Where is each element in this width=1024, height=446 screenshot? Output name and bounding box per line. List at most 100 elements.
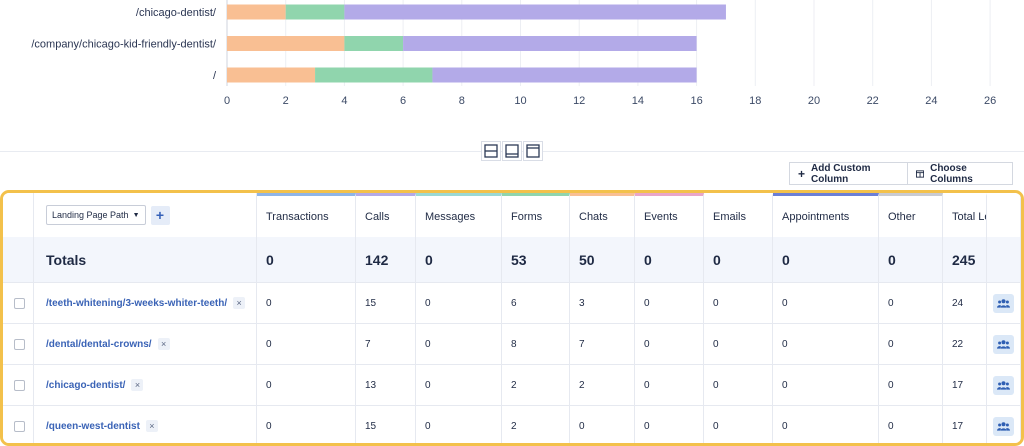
row-path-cell: /chicago-dentist/ × xyxy=(34,365,257,405)
add-dimension-button[interactable]: + xyxy=(150,205,170,225)
view-leads-button[interactable] xyxy=(993,375,1014,395)
x-tick-label: 18 xyxy=(749,95,761,107)
totals-cell: 50 xyxy=(570,237,635,282)
row-checkbox[interactable] xyxy=(14,297,25,309)
people-icon xyxy=(997,339,1010,349)
remove-filter-icon[interactable]: × xyxy=(233,297,246,309)
table-row: /dental/dental-crowns/× 0 7 0 8 7 0 0 0 0 22 xyxy=(3,323,1021,364)
bar-segment xyxy=(227,4,286,20)
row-value-cell: 17 xyxy=(943,406,987,443)
row-value-cell: 7 xyxy=(570,324,635,364)
totals-checkbox-cell xyxy=(3,237,34,282)
actions-header-cell xyxy=(987,193,1021,237)
row-path-link[interactable]: /queen-west-dentist xyxy=(46,420,140,432)
row-path-cell: /queen-west-dentist × xyxy=(34,406,257,443)
dimension-select[interactable]: Landing Page Path ▼ xyxy=(46,205,146,225)
row-path-cell: /teeth-whitening/3-weeks-whiter-teeth/ × xyxy=(34,283,257,323)
row-value-cell: 0 xyxy=(416,365,502,405)
row-value-cell: 7 xyxy=(356,324,416,364)
x-tick-label: 14 xyxy=(632,95,644,107)
view-leads-button[interactable] xyxy=(993,293,1014,313)
bar-segment xyxy=(227,36,345,51)
report-table-frame: Landing Page Path ▼ + Transactions Calls… xyxy=(0,190,1024,446)
column-header-emails[interactable]: Emails xyxy=(704,193,773,237)
view-leads-button[interactable] xyxy=(993,416,1014,436)
column-header-chats[interactable]: Chats xyxy=(570,193,635,237)
totals-label: Totals xyxy=(46,251,87,268)
row-value-cell: 0 xyxy=(773,324,879,364)
column-header-transactions[interactable]: Transactions xyxy=(257,193,356,237)
row-value-cell: 15 xyxy=(356,406,416,443)
totals-cell: 0 xyxy=(704,237,773,282)
row-value-cell: 2 xyxy=(502,406,570,443)
remove-filter-icon[interactable]: × xyxy=(131,379,144,391)
column-header-appointments[interactable]: Appointments xyxy=(773,193,879,237)
people-icon xyxy=(997,298,1010,308)
bar-segment xyxy=(432,67,697,83)
row-value-cell: 15 xyxy=(356,283,416,323)
row-path-cell: /dental/dental-crowns/ × xyxy=(34,324,257,364)
bar-segment xyxy=(285,4,345,20)
report-table: Landing Page Path ▼ + Transactions Calls… xyxy=(3,193,1021,443)
totals-cell: 0 xyxy=(257,237,356,282)
row-value-cell: 13 xyxy=(356,365,416,405)
totals-cell: 53 xyxy=(502,237,570,282)
chart-canvas: /chicago-dentist/ /company/chicago-kid-fr… xyxy=(31,0,996,107)
column-header-label: Calls xyxy=(365,210,390,223)
x-tick-label: 4 xyxy=(341,95,347,107)
column-header-other[interactable]: Other xyxy=(879,193,943,237)
view-leads-button[interactable] xyxy=(993,334,1014,354)
row-value-cell: 0 xyxy=(879,283,943,323)
column-header-label: Forms xyxy=(511,210,543,223)
row-value-cell: 2 xyxy=(502,365,570,405)
table-row: /chicago-dentist/× 0 13 0 2 2 0 0 0 0 17 xyxy=(3,364,1021,405)
totals-row: Totals 0 142 0 53 50 0 0 0 0 245 xyxy=(3,237,1021,282)
row-path-link[interactable]: /teeth-whitening/3-weeks-whiter-teeth/ xyxy=(46,297,228,309)
row-checkbox[interactable] xyxy=(14,420,25,432)
choose-columns-button[interactable]: Choose Columns xyxy=(907,162,1013,185)
split-horizontal-icon xyxy=(484,144,498,158)
chart-focus-button[interactable] xyxy=(502,141,522,161)
row-value-cell: 0 xyxy=(704,324,773,364)
table-focus-button[interactable] xyxy=(523,141,543,161)
row-checkbox[interactable] xyxy=(14,338,25,350)
split-view-button[interactable] xyxy=(481,141,501,161)
row-value-cell: 0 xyxy=(704,406,773,443)
column-header-total-leads[interactable]: Total Le xyxy=(943,193,987,237)
row-value-cell: 0 xyxy=(635,365,704,405)
column-header-events[interactable]: Events xyxy=(635,193,704,237)
row-value-cell: 0 xyxy=(773,283,879,323)
row-value-cell: 0 xyxy=(704,365,773,405)
x-tick-label: 10 xyxy=(514,95,526,107)
add-custom-column-button[interactable]: + Add Custom Column xyxy=(789,162,908,185)
choose-columns-label: Choose Columns xyxy=(930,162,973,185)
totals-label-cell: Totals xyxy=(34,237,257,282)
column-header-label: Messages xyxy=(425,210,476,223)
totals-cell: 0 xyxy=(416,237,502,282)
row-actions-cell xyxy=(987,406,1021,443)
totals-cell: 0 xyxy=(773,237,879,282)
totals-cell: 245 xyxy=(943,237,987,282)
people-icon xyxy=(997,421,1010,431)
x-tick-label: 26 xyxy=(984,95,996,107)
table-header-row: Landing Page Path ▼ + Transactions Calls… xyxy=(3,193,1021,237)
caret-down-icon: ▼ xyxy=(132,211,140,219)
panel-bottom-icon xyxy=(505,144,519,158)
remove-filter-icon[interactable]: × xyxy=(145,420,158,432)
column-header-calls[interactable]: Calls xyxy=(356,193,416,237)
row-value-cell: 24 xyxy=(943,283,987,323)
plus-icon: + xyxy=(798,166,806,181)
remove-filter-icon[interactable]: × xyxy=(157,338,170,350)
row-path-link[interactable]: /chicago-dentist/ xyxy=(46,379,126,391)
column-header-messages[interactable]: Messages xyxy=(416,193,502,237)
category-label: /chicago-dentist/ xyxy=(136,7,217,19)
row-path-link[interactable]: /dental/dental-crowns/ xyxy=(46,338,152,350)
x-tick-label: 22 xyxy=(867,95,879,107)
people-icon xyxy=(997,380,1010,390)
row-checkbox[interactable] xyxy=(14,379,25,391)
row-value-cell: 0 xyxy=(257,365,356,405)
column-header-label: Appointments xyxy=(782,210,850,223)
x-tick-label: 8 xyxy=(459,95,465,107)
column-header-forms[interactable]: Forms xyxy=(502,193,570,237)
x-tick-label: 16 xyxy=(690,95,702,107)
